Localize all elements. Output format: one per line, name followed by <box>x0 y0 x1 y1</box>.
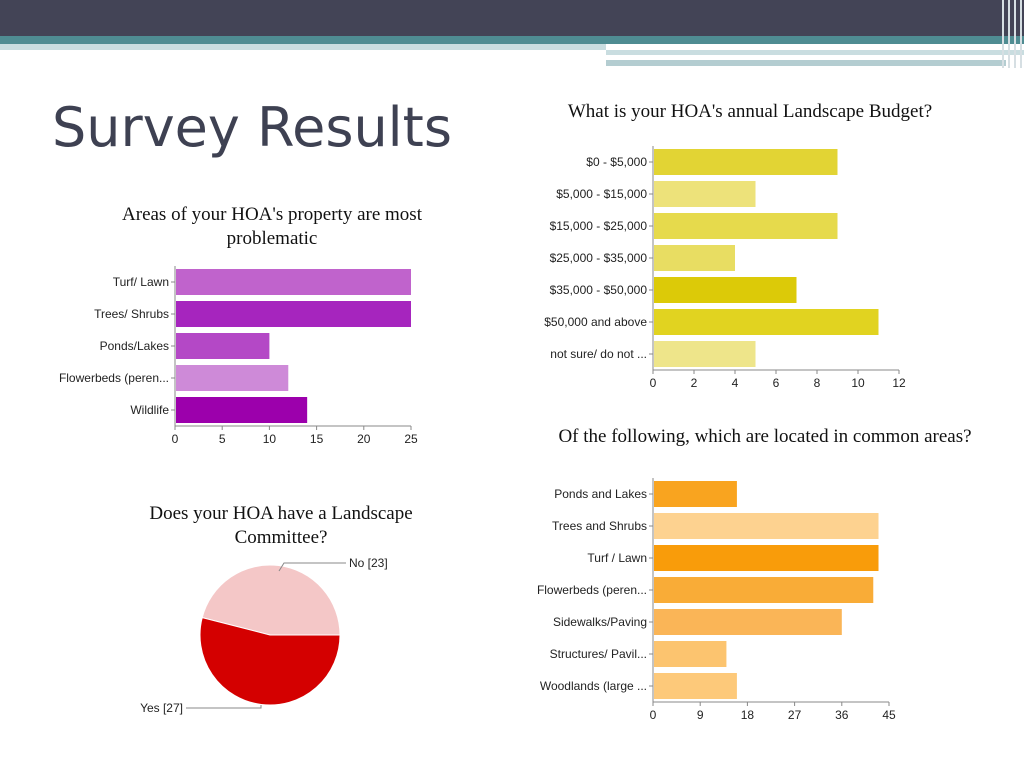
header-light-band-left <box>0 44 606 50</box>
x-tick-label: 12 <box>892 376 906 390</box>
bar <box>176 301 411 327</box>
x-tick-label: 0 <box>172 432 179 446</box>
y-tick-label: Wildlife <box>130 403 169 417</box>
chart-title-budget: What is your HOA's annual Landscape Budg… <box>567 101 933 122</box>
y-tick-label: $5,000 - $15,000 <box>556 187 647 201</box>
bar <box>654 673 737 699</box>
pie-slice <box>201 564 341 636</box>
bar <box>654 641 727 667</box>
x-tick-label: 5 <box>219 432 226 446</box>
bar <box>654 513 879 539</box>
x-tick-label: 45 <box>882 708 896 722</box>
x-tick-label: 20 <box>357 432 371 446</box>
x-tick-label: 18 <box>741 708 755 722</box>
y-tick-label: $0 - $5,000 <box>586 155 647 169</box>
y-tick-label: $25,000 - $35,000 <box>550 251 648 265</box>
y-tick-label: Flowerbeds (peren... <box>537 583 647 597</box>
x-tick-label: 4 <box>732 376 739 390</box>
pie-leader-line <box>186 705 262 709</box>
bar <box>654 277 797 303</box>
x-tick-label: 25 <box>404 432 418 446</box>
chart-budget: $0 - $5,000 $5,000 - $15,000 $15,000 - $25… <box>544 146 906 390</box>
y-tick-label: $50,000 and above <box>544 315 647 329</box>
x-tick-label: 2 <box>691 376 698 390</box>
y-tick-label: Woodlands (large ... <box>540 679 647 693</box>
y-tick-label: Ponds and Lakes <box>554 487 647 501</box>
bar <box>176 333 270 359</box>
bar <box>176 269 411 295</box>
chart-title-committee: Does your HOA have a Landscape Committee… <box>149 503 413 548</box>
chart-title-problematic: Areas of your HOA's property are most pr… <box>122 204 422 249</box>
bar <box>176 397 308 423</box>
y-tick-label: Structures/ Pavil... <box>550 647 647 661</box>
bar <box>654 481 737 507</box>
y-tick-label: Ponds/Lakes <box>100 339 169 353</box>
corner-decoration <box>994 0 1024 68</box>
y-tick-label: Turf / Lawn <box>587 551 647 565</box>
x-tick-label: 36 <box>835 708 849 722</box>
x-tick-label: 15 <box>310 432 324 446</box>
x-tick-label: 9 <box>697 708 704 722</box>
pie-leader-line <box>278 562 346 572</box>
header-light-band-right <box>606 50 1024 55</box>
y-tick-label: Trees and Shrubs <box>552 519 647 533</box>
y-tick-label: $35,000 - $50,000 <box>550 283 648 297</box>
bar <box>654 609 842 635</box>
bar <box>654 245 735 271</box>
slide-title: Survey Results <box>52 96 452 159</box>
y-tick-label: $15,000 - $25,000 <box>550 219 648 233</box>
bar <box>654 341 756 367</box>
y-tick-label: Sidewalks/Paving <box>553 615 647 629</box>
bar <box>654 577 874 603</box>
header-dark-band <box>0 0 1024 36</box>
x-tick-label: 10 <box>263 432 277 446</box>
bar <box>654 309 879 335</box>
y-tick-label: not sure/ do not ... <box>550 347 647 361</box>
bar <box>654 545 879 571</box>
pie-label: Yes [27] <box>140 701 183 715</box>
x-tick-label: 27 <box>788 708 802 722</box>
header-teal-band <box>0 36 1024 44</box>
pie-slice <box>199 616 341 706</box>
y-tick-label: Trees/ Shrubs <box>94 307 169 321</box>
x-tick-label: 10 <box>851 376 865 390</box>
chart-common-areas: Ponds and Lakes Trees and Shrubs Turf / La… <box>537 478 896 722</box>
chart-title-common-areas: Of the following, which are located in c… <box>558 426 972 447</box>
chart-committee: No [23] Yes [27] <box>140 556 388 715</box>
y-tick-label: Flowerbeds (peren... <box>59 371 169 385</box>
x-tick-label: 8 <box>814 376 821 390</box>
x-tick-label: 0 <box>650 376 657 390</box>
pie-label: No [23] <box>349 556 388 570</box>
x-tick-label: 0 <box>650 708 657 722</box>
chart-problematic: Turf/ Lawn Trees/ Shrubs Ponds/Lakes Flower… <box>59 266 418 446</box>
y-tick-label: Turf/ Lawn <box>113 275 169 289</box>
bar <box>654 181 756 207</box>
header-light-band-lower <box>606 60 1006 66</box>
x-tick-label: 6 <box>773 376 780 390</box>
bar <box>176 365 289 391</box>
bar <box>654 213 838 239</box>
bar <box>654 149 838 175</box>
